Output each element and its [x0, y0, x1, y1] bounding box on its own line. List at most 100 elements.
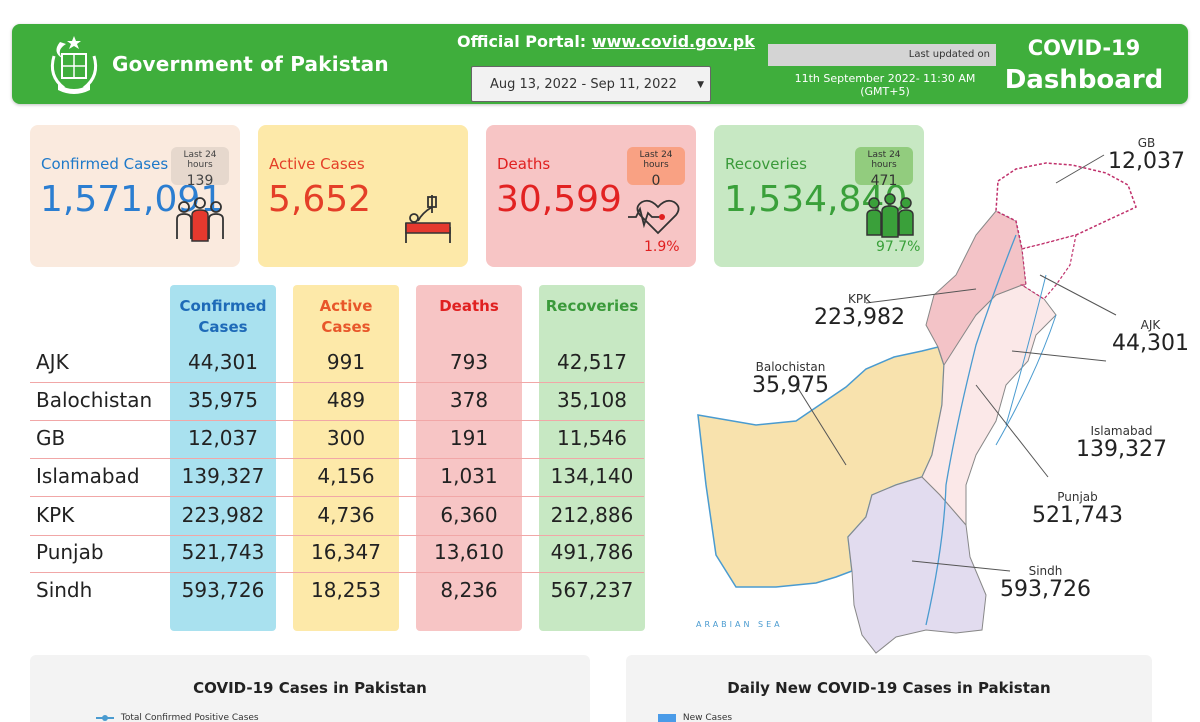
active-cell: 300: [326, 426, 366, 450]
portal-label: Official Portal:: [457, 32, 587, 51]
recoveries-card: Recoveries 1,534,840 Last 24 hours 471 9…: [714, 125, 924, 267]
deaths-cell: 13,610: [434, 540, 504, 564]
date-range-select[interactable]: Aug 13, 2022 - Sep 11, 2022 ▼: [471, 66, 711, 102]
leader-line-gb: [1055, 154, 1105, 184]
map-label-kpk: KPK 223,982: [814, 293, 905, 329]
map-label-sindh: Sindh 593,726: [1000, 565, 1091, 601]
table-row: Punjab 521,743 16,347 13,610 491,786: [30, 536, 644, 574]
province-name: KPK: [36, 503, 75, 527]
table-header-active: Active Cases: [319, 297, 373, 336]
map-label-name: Punjab: [1057, 490, 1098, 504]
recoveries-cell: 212,886: [550, 503, 634, 527]
sea-label: ARABIAN SEA: [696, 620, 783, 629]
map-label-islamabad: Islamabad 139,327: [1076, 425, 1167, 461]
active-cell: 991: [326, 350, 366, 374]
active-cell: 489: [326, 388, 366, 412]
portal-link[interactable]: www.covid.gov.pk: [591, 32, 755, 51]
recoveries-cell: 491,786: [550, 540, 634, 564]
map-label-value: 44,301: [1112, 331, 1189, 356]
recoveries-cell: 35,108: [557, 388, 627, 412]
confirmed-cell: 44,301: [188, 350, 258, 374]
leader-line-punjab: [975, 384, 1049, 478]
active-cases-value: 5,652: [268, 179, 372, 220]
recoveries-cell: 42,517: [557, 350, 627, 374]
table-row: GB 12,037 300 191 11,546: [30, 422, 644, 460]
official-portal: Official Portal: www.covid.gov.pk: [457, 32, 755, 51]
recoveries-percent: 97.7%: [876, 239, 921, 255]
row-divider: [30, 382, 644, 383]
cumulative-cases-chart-panel: COVID-19 Cases in Pakistan Total Confirm…: [30, 655, 590, 722]
people-group-icon: [176, 197, 224, 242]
last24-label: Last 24 hours: [183, 150, 217, 170]
province-name: AJK: [36, 350, 69, 374]
recoveries-cell: 567,237: [550, 578, 634, 602]
province-name: Balochistan: [36, 388, 153, 412]
leader-line-ajk: [1039, 274, 1117, 316]
confirmed-cell: 521,743: [181, 540, 265, 564]
table-row: Balochistan 35,975 489 378 35,108: [30, 384, 644, 422]
last24-value: 0: [651, 173, 661, 189]
chart-legend: Total Confirmed Positive Cases: [96, 713, 259, 722]
map-region-gb: [995, 162, 1137, 250]
pakistan-map: ARABIAN SEA GB 12,037 KPK 223,982 AJK 44…: [676, 125, 1196, 665]
table-row: AJK 44,301 991 793 42,517: [30, 346, 644, 384]
table-header-confirmed: Confirmed Cases: [179, 297, 267, 336]
row-divider: [30, 535, 644, 536]
daily-cases-chart-panel: Daily New COVID-19 Cases in Pakistan New…: [626, 655, 1152, 722]
map-label-name: AJK: [1140, 318, 1161, 332]
chart-title: Daily New COVID-19 Cases in Pakistan: [727, 679, 1051, 697]
last24-value: 471: [870, 173, 898, 189]
state-emblem-icon: [50, 36, 98, 94]
deaths-cell: 378: [449, 388, 489, 412]
active-cell: 16,347: [311, 540, 381, 564]
deaths-cell: 6,360: [440, 503, 498, 527]
header-bar: Government of Pakistan Official Portal: …: [12, 24, 1188, 104]
deaths-value: 30,599: [496, 179, 622, 220]
map-label-punjab: Punjab 521,743: [1032, 491, 1123, 527]
map-label-name: GB: [1137, 136, 1156, 150]
leader-line-islamabad: [1011, 350, 1107, 362]
map-label-name: KPK: [848, 292, 871, 306]
table-header-deaths: Deaths: [439, 297, 499, 315]
recoveries-last24-box: Last 24 hours 471: [855, 147, 913, 189]
deaths-cell: 8,236: [440, 578, 498, 602]
map-label-value: 12,037: [1108, 149, 1185, 174]
deaths-cell: 191: [449, 426, 489, 450]
map-label-value: 35,975: [752, 373, 829, 398]
map-graphic: ARABIAN SEA: [696, 154, 1137, 654]
map-label-name: Islamabad: [1090, 424, 1153, 438]
legend-line-swatch: [96, 714, 114, 721]
map-label-value: 139,327: [1076, 437, 1167, 462]
map-label-name: Sindh: [1028, 564, 1063, 578]
map-label-value: 223,982: [814, 305, 905, 330]
table-row: Islamabad 139,327 4,156 1,031 134,140: [30, 460, 644, 498]
recoveries-title: Recoveries: [725, 155, 807, 173]
dashboard-title-line1: COVID-19: [1027, 36, 1141, 60]
confirmed-last24-box: Last 24 hours 139: [171, 147, 229, 189]
dashboard-title-line2: Dashboard: [1004, 65, 1164, 95]
deaths-title: Deaths: [497, 155, 551, 173]
legend-bar-swatch: [658, 713, 676, 722]
last24-value: 139: [186, 173, 214, 189]
deaths-card: Deaths 30,599 Last 24 hours 0 1.9%: [486, 125, 696, 267]
table-header-recoveries: Recoveries: [545, 297, 639, 315]
deaths-last24-box: Last 24 hours 0: [627, 147, 685, 189]
table-row: Sindh 593,726 18,253 8,236 567,237: [30, 574, 644, 612]
active-cell: 4,736: [317, 503, 375, 527]
confirmed-cell: 12,037: [188, 426, 258, 450]
map-river-sutlej: [995, 314, 1057, 446]
province-name: Sindh: [36, 578, 93, 602]
date-range-value: Aug 13, 2022 - Sep 11, 2022: [490, 77, 677, 92]
deaths-cell: 1,031: [440, 464, 498, 488]
map-label-balochistan: Balochistan 35,975: [752, 361, 829, 397]
last-updated-time: 11th September 2022- 11:30 AM (GMT+5): [794, 72, 976, 98]
government-title: Government of Pakistan: [112, 52, 389, 76]
recoveries-cell: 11,546: [557, 426, 627, 450]
row-divider: [30, 496, 644, 497]
active-cell: 4,156: [317, 464, 375, 488]
map-river-indus: [925, 234, 1017, 626]
active-cases-title: Active Cases: [269, 155, 365, 173]
deaths-percent: 1.9%: [644, 239, 680, 255]
row-divider: [30, 572, 644, 573]
dashboard-title: COVID-19 Dashboard: [1004, 32, 1164, 96]
